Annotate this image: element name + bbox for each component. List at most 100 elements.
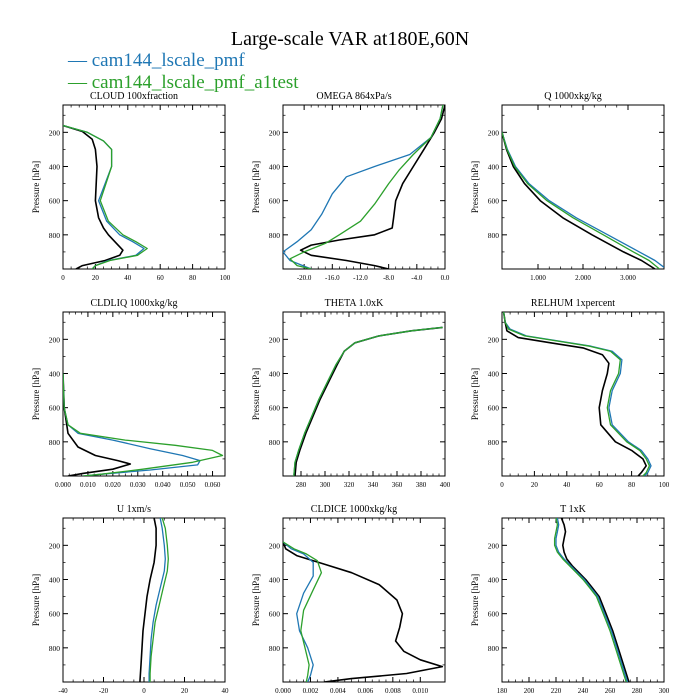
series-line-black <box>294 326 443 476</box>
y-tick-label: 400 <box>269 163 281 172</box>
y-tick-label: 800 <box>49 438 61 447</box>
x-tick-label: 400 <box>440 481 451 489</box>
x-tick-label: 260 <box>605 687 616 695</box>
y-axis-label: Pressure [hPa] <box>470 161 480 213</box>
x-tick-label: 0 <box>61 274 65 282</box>
x-tick-label: 0.040 <box>155 481 171 489</box>
panel-7: U 1xm/s -40 -20 0 20 40 200 400 600 800 Pressure [… <box>31 504 229 695</box>
y-axis-label: Pressure [hPa] <box>251 161 261 213</box>
x-tick-label: 20 <box>181 687 189 695</box>
series-line-blue <box>555 518 629 682</box>
x-tick-label: 40 <box>222 687 230 695</box>
x-tick-label: 1.000 <box>530 274 546 282</box>
y-tick-label: 200 <box>49 128 61 137</box>
x-tick-label: 0 <box>142 687 146 695</box>
x-tick-label: 3.000 <box>620 274 636 282</box>
series-line-black <box>502 312 647 476</box>
x-tick-label: 2.000 <box>575 274 591 282</box>
x-tick-label: 240 <box>578 687 589 695</box>
x-tick-label: 0.030 <box>130 481 146 489</box>
x-tick-label: 360 <box>392 481 403 489</box>
panel-title: CLDLIQ 1000xkg/kg <box>91 298 178 309</box>
panel-title: U 1xm/s <box>117 504 151 515</box>
x-tick-label: 20 <box>531 481 539 489</box>
y-tick-label: 800 <box>269 644 281 653</box>
series-line-blue <box>63 373 201 476</box>
panel-title: RELHUM 1xpercent <box>531 298 615 309</box>
series-line-black <box>139 518 157 682</box>
x-tick-label: 180 <box>497 687 508 695</box>
x-tick-label: -20.0 <box>297 274 312 282</box>
x-tick-label: 280 <box>296 481 307 489</box>
y-tick-label: 600 <box>269 610 281 619</box>
panel-4: CLDLIQ 1000xkg/kg 0.000 0.010 0.020 0.030 0.0… <box>31 298 226 489</box>
series-line-green <box>502 132 660 269</box>
y-axis-label: Pressure [hPa] <box>31 368 41 420</box>
series-line-blue <box>283 541 314 682</box>
series-line-blue <box>148 518 166 682</box>
series-line-black <box>299 105 445 269</box>
x-tick-label: -20 <box>99 687 109 695</box>
plot-frame <box>501 104 665 270</box>
x-tick-label: 0.020 <box>105 481 121 489</box>
x-tick-label: 100 <box>659 481 670 489</box>
series-line-green <box>283 541 323 682</box>
y-tick-label: 800 <box>269 231 281 240</box>
panel-title: CLDICE 1000xkg/kg <box>311 504 397 515</box>
x-tick-label: 0.002 <box>303 687 319 695</box>
panel-5: THETA 1.0xK 280 300 320 340 360 380 400 200 400 60… <box>251 298 451 489</box>
y-tick-label: 400 <box>488 370 500 379</box>
y-axis-label: Pressure [hPa] <box>470 574 480 626</box>
x-tick-label: 300 <box>320 481 331 489</box>
x-tick-label: 60 <box>596 481 604 489</box>
legend-label-a1test: cam144_lscale_pmf_a1test <box>91 72 299 93</box>
panel-title: CLOUD 100xfraction <box>90 91 178 102</box>
x-tick-label: 320 <box>344 481 355 489</box>
y-tick-label: 600 <box>269 404 281 413</box>
y-tick-label: 400 <box>49 576 61 585</box>
y-tick-label: 800 <box>269 438 281 447</box>
x-tick-label: 20 <box>92 274 100 282</box>
panel-8: CLDICE 1000xkg/kg 0.000 0.002 0.004 0.006 0.0… <box>251 504 446 695</box>
panel-title: THETA 1.0xK <box>325 298 384 309</box>
series-line-green <box>149 518 169 682</box>
series-line-green <box>63 373 224 476</box>
figure-title: Large-scale VAR at180E,60N <box>230 28 470 50</box>
panel-title: OMEGA 864xPa/s <box>316 91 391 102</box>
x-tick-label: 0.010 <box>412 687 428 695</box>
y-tick-label: 600 <box>269 197 281 206</box>
x-tick-label: 0.060 <box>205 481 221 489</box>
x-tick-label: 0.0 <box>441 274 450 282</box>
y-tick-label: 200 <box>49 541 61 550</box>
y-tick-label: 400 <box>269 370 281 379</box>
y-axis-label: Pressure [hPa] <box>251 368 261 420</box>
y-tick-label: 200 <box>488 335 500 344</box>
y-tick-label: 200 <box>269 335 281 344</box>
y-tick-label: 800 <box>49 231 61 240</box>
y-tick-label: 200 <box>269 541 281 550</box>
series-line-green <box>553 518 627 682</box>
legend-entry-pmf: — cam144_lscale_pmf <box>68 50 245 72</box>
y-axis-label: Pressure [hPa] <box>251 574 261 626</box>
y-axis-label: Pressure [hPa] <box>31 574 41 626</box>
series-line-blue <box>502 132 664 268</box>
y-tick-label: 800 <box>49 644 61 653</box>
x-tick-label: 40 <box>124 274 132 282</box>
x-tick-label: 0.000 <box>55 481 71 489</box>
panel-3: Q 1000xkg/kg 1.000 2.000 3.000 200 400 600 800 P… <box>470 91 665 282</box>
series-line-green <box>293 326 443 476</box>
y-tick-label: 800 <box>488 644 500 653</box>
x-tick-label: 220 <box>551 687 562 695</box>
y-tick-label: 800 <box>488 438 500 447</box>
x-tick-label: 100 <box>220 274 231 282</box>
y-axis-label: Pressure [hPa] <box>31 161 41 213</box>
series-line-blue <box>283 105 444 269</box>
series-line-green <box>63 124 148 269</box>
legend-swatch-a1test: — <box>68 72 87 93</box>
plot-frame <box>62 517 226 683</box>
y-tick-label: 600 <box>49 404 61 413</box>
x-tick-label: 40 <box>563 481 571 489</box>
series-line-blue <box>293 326 443 476</box>
x-tick-label: 0.000 <box>275 687 291 695</box>
x-tick-label: 0 <box>500 481 504 489</box>
